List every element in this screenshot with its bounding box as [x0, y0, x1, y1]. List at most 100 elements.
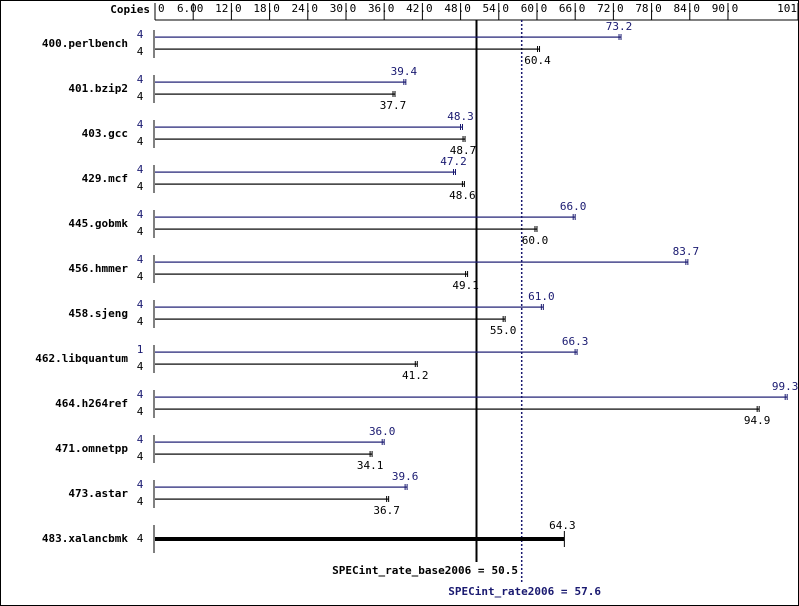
bar [155, 126, 463, 128]
x-tick-label: 78.0 [635, 2, 662, 15]
benchmark-name: 401.bzip2 [68, 82, 128, 95]
copies: 4 [137, 388, 144, 401]
bar [155, 36, 622, 38]
copies: 4 [137, 180, 144, 193]
value-label: 47.2 [440, 155, 467, 168]
value-label: 36.7 [373, 504, 400, 517]
x-tick-label: 101 [777, 2, 797, 15]
copies: 4 [137, 495, 144, 508]
copies: 4 [137, 208, 144, 221]
value-label: 60.4 [524, 54, 551, 67]
bar [155, 486, 408, 488]
x-tick-label: 12.0 [215, 2, 242, 15]
copies: 4 [137, 253, 144, 266]
benchmark-name: 400.perlbench [42, 37, 128, 50]
value-label: 66.3 [562, 335, 589, 348]
copies: 4 [137, 433, 144, 446]
reference-label: SPECint_rate_base2006 = 50.5 [332, 564, 518, 577]
bar [155, 306, 544, 308]
bar [155, 228, 537, 230]
copies: 4 [137, 405, 144, 418]
value-label: 94.9 [744, 414, 771, 427]
value-label: 41.2 [402, 369, 429, 382]
bar [155, 396, 788, 398]
value-label: 49.1 [452, 279, 479, 292]
bar [155, 183, 465, 185]
copies: 4 [137, 532, 144, 545]
copies: 4 [137, 450, 144, 463]
bar [155, 216, 576, 218]
copies: 4 [137, 28, 144, 41]
bar [155, 351, 578, 353]
bar [155, 453, 373, 455]
benchmark-name: 462.libquantum [35, 352, 128, 365]
value-label: 73.2 [606, 20, 633, 33]
value-label: 39.6 [392, 470, 419, 483]
copies: 4 [137, 298, 144, 311]
value-label: 55.0 [490, 324, 517, 337]
value-label: 34.1 [357, 459, 384, 472]
copies: 4 [137, 90, 144, 103]
reference-name: SPECint_rate_base2006 = [332, 564, 485, 577]
copies: 4 [137, 360, 144, 373]
value-label: 39.4 [391, 65, 418, 78]
bar [155, 408, 760, 410]
benchmark-name: 403.gcc [82, 127, 128, 140]
value-label: 60.0 [522, 234, 549, 247]
value-label: 66.0 [560, 200, 587, 213]
x-tick-label: 66.0 [559, 2, 586, 15]
copies: 4 [137, 73, 144, 86]
copies: 4 [137, 163, 144, 176]
reference-value: 57.6 [575, 585, 602, 598]
copies: 4 [137, 478, 144, 491]
value-label: 64.3 [549, 519, 576, 532]
value-label: 83.7 [673, 245, 700, 258]
value-label: 48.6 [449, 189, 476, 202]
x-tick-label: 30.0 [330, 2, 357, 15]
x-tick-label: 36.0 [368, 2, 395, 15]
copies: 4 [137, 315, 144, 328]
benchmark-name: 471.omnetpp [55, 442, 128, 455]
bar [155, 363, 418, 365]
copies: 4 [137, 135, 144, 148]
copies: 4 [137, 118, 144, 131]
copies-header: Copies [110, 3, 150, 16]
reference-name: SPECint_rate2006 = [448, 585, 568, 598]
benchmark-name: 458.sjeng [68, 307, 128, 320]
benchmark-name: 483.xalancbmk [42, 532, 128, 545]
bar [155, 48, 540, 50]
bar [155, 537, 565, 541]
bar [155, 441, 385, 443]
x-tick-label: 6.00 [177, 2, 204, 15]
copies: 4 [137, 270, 144, 283]
bar [155, 498, 389, 500]
value-label: 37.7 [380, 99, 407, 112]
benchmark-name: 456.hmmer [68, 262, 128, 275]
value-label: 61.0 [528, 290, 555, 303]
x-tick-label: 84.0 [674, 2, 701, 15]
reference-label: SPECint_rate2006 = 57.6 [448, 585, 601, 598]
bar [155, 261, 688, 263]
x-tick-label: 42.0 [406, 2, 433, 15]
x-tick-label: 90.0 [712, 2, 739, 15]
copies: 4 [137, 225, 144, 238]
bar [155, 171, 456, 173]
bar [155, 81, 406, 83]
x-tick-label: 0 [158, 2, 165, 15]
x-tick-label: 60.0 [521, 2, 548, 15]
copies: 1 [137, 343, 144, 356]
bar [155, 138, 466, 140]
value-label: 48.7 [450, 144, 477, 157]
value-label: 48.3 [447, 110, 474, 123]
bar [155, 93, 396, 95]
x-tick-label: 18.0 [253, 2, 280, 15]
value-label: 99.3 [772, 380, 799, 393]
value-label: 36.0 [369, 425, 396, 438]
benchmark-name: 473.astar [68, 487, 128, 500]
x-tick-label: 48.0 [444, 2, 471, 15]
benchmark-name: 429.mcf [82, 172, 128, 185]
x-tick-label: 24.0 [292, 2, 319, 15]
